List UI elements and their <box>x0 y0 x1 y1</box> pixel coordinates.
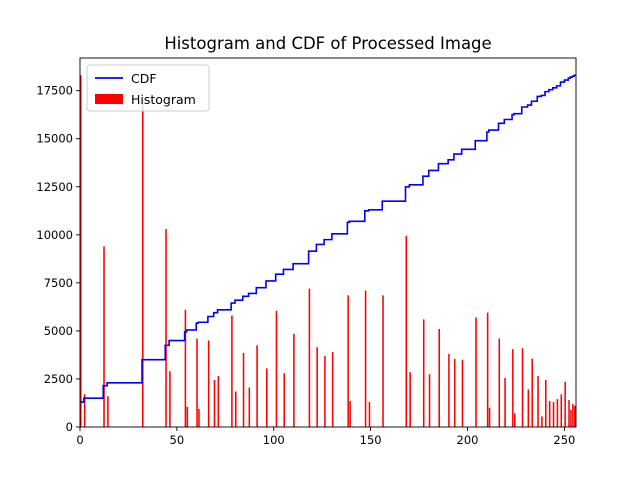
histogram-bar <box>405 235 408 427</box>
histogram-bar <box>504 377 506 427</box>
x-tick-label: 0 <box>76 433 83 447</box>
histogram-bar <box>213 379 216 427</box>
histogram-bar <box>83 394 86 427</box>
histogram-bar <box>570 409 572 427</box>
histogram-bar <box>165 229 167 427</box>
x-tick-label: 100 <box>263 433 285 447</box>
histogram-bar <box>552 402 555 427</box>
histogram-bar <box>231 315 233 427</box>
axes-frame <box>79 57 577 428</box>
histogram-bar <box>368 402 371 427</box>
histogram-bar <box>107 396 109 427</box>
y-tick-label: 12500 <box>36 180 73 194</box>
histogram-bar <box>475 317 477 427</box>
chart-title: Histogram and CDF of Processed Image <box>164 34 491 53</box>
y-tick-label: 17500 <box>36 84 73 98</box>
histogram-bar <box>531 358 533 427</box>
histogram-bar <box>512 349 514 427</box>
histogram-bar <box>453 358 456 427</box>
legend-label: CDF <box>131 71 157 86</box>
y-tick-label: 10000 <box>36 228 73 242</box>
histogram-bar <box>349 401 351 427</box>
y-tick-label: 5000 <box>44 324 73 338</box>
histogram-bar <box>248 387 251 427</box>
histogram-bar <box>537 376 539 427</box>
histogram-bar <box>521 348 524 427</box>
histogram-bar <box>308 288 311 427</box>
y-tick-label: 0 <box>66 420 73 434</box>
histogram-bar <box>196 338 198 427</box>
histogram-bar <box>80 75 82 427</box>
histogram-bar <box>486 312 489 427</box>
legend: CDF Histogram <box>86 64 210 112</box>
histogram-bar <box>324 355 326 427</box>
x-tick-label: 200 <box>457 433 479 447</box>
y-tick-label: 7500 <box>44 276 73 290</box>
histogram-bar <box>545 379 547 427</box>
histogram-bar <box>217 376 220 427</box>
histogram-bar <box>275 310 278 427</box>
histogram-bar <box>541 416 543 427</box>
histogram-bar <box>242 353 245 427</box>
histogram-bar <box>382 295 384 427</box>
x-tick-label: 50 <box>170 433 185 447</box>
histogram-bar <box>316 347 318 427</box>
histogram-bar <box>488 407 491 427</box>
histogram-bar <box>266 368 268 427</box>
histogram-bar <box>256 345 258 427</box>
histogram-bar <box>422 319 425 427</box>
histogram-bar <box>498 338 501 427</box>
legend-label: Histogram <box>131 92 196 107</box>
histogram-bar <box>198 408 200 427</box>
histogram-bar <box>548 401 551 427</box>
histogram-bar <box>283 373 285 427</box>
cdf-line <box>80 74 576 403</box>
histogram-bar <box>207 340 210 427</box>
histogram-bar <box>331 352 334 427</box>
histogram-bar <box>438 328 440 427</box>
histogram-bar <box>169 371 171 427</box>
histogram-bar <box>527 389 530 427</box>
axes: 0 50 100 150 200 2500250050007500100001250015… <box>36 57 577 447</box>
histogram-bar <box>556 399 559 427</box>
histogram-bar <box>364 290 367 427</box>
plot-area <box>80 74 576 427</box>
histogram-bar <box>461 359 464 427</box>
histogram-bar <box>572 403 574 427</box>
histogram-bar <box>293 333 295 427</box>
histogram-bar <box>142 100 144 427</box>
histogram-bar <box>186 406 189 427</box>
histogram-bar <box>574 405 576 427</box>
histogram-bar <box>184 309 187 427</box>
histogram-bar <box>514 413 516 427</box>
y-tick-label: 2500 <box>44 372 73 386</box>
histogram-bar <box>103 246 105 427</box>
histogram-bar <box>448 353 450 427</box>
histogram-bar <box>568 400 570 427</box>
x-tick-label: 250 <box>553 433 575 447</box>
legend-histogram-swatch <box>95 94 123 104</box>
histogram-bar <box>235 391 237 427</box>
histogram-bar <box>564 381 566 427</box>
y-tick-label: 15000 <box>36 132 73 146</box>
histogram-bar <box>347 295 349 427</box>
histogram-bar <box>409 372 411 427</box>
histogram-bar <box>428 374 431 427</box>
x-tick-label: 150 <box>360 433 382 447</box>
histogram-bar <box>560 394 563 427</box>
